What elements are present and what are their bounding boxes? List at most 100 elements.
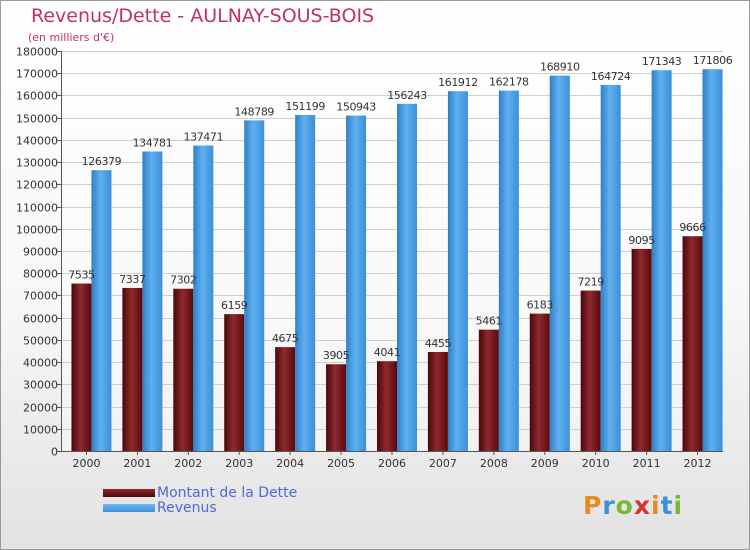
data-label-revenue: 161912 bbox=[438, 76, 478, 89]
y-tick-label: 160000 bbox=[16, 90, 58, 103]
bar-revenue bbox=[142, 151, 163, 451]
bar-revenue bbox=[193, 145, 214, 451]
x-tick-label: 2007 bbox=[429, 457, 457, 470]
y-tick-label: 170000 bbox=[16, 68, 58, 81]
data-label-revenue: 168910 bbox=[540, 61, 580, 74]
legend-label-revenue: Revenus bbox=[157, 500, 217, 516]
bar-debt bbox=[580, 290, 601, 451]
x-tick-label: 2002 bbox=[174, 457, 202, 470]
bar-revenue bbox=[397, 103, 417, 451]
y-tick-label: 130000 bbox=[16, 157, 58, 170]
data-label-debt: 5461 bbox=[476, 315, 502, 328]
y-tick-label: 140000 bbox=[16, 135, 58, 148]
x-tick-label: 2008 bbox=[480, 457, 508, 470]
y-tick-label: 50000 bbox=[23, 335, 58, 348]
bar-revenue bbox=[91, 170, 112, 451]
y-tick-label: 100000 bbox=[16, 224, 58, 237]
logo-letter: i bbox=[673, 491, 684, 520]
x-tick-label: 2011 bbox=[633, 457, 661, 470]
data-label-debt: 4675 bbox=[272, 332, 299, 345]
y-tick-label: 0 bbox=[51, 446, 58, 459]
x-tick-label: 2010 bbox=[582, 457, 610, 470]
data-label-debt: 3905 bbox=[323, 349, 350, 362]
x-tick-label: 2003 bbox=[225, 457, 253, 470]
y-tick-label: 40000 bbox=[23, 357, 58, 370]
bar-debt bbox=[478, 329, 499, 451]
data-label-debt: 9666 bbox=[679, 221, 706, 234]
x-tick-label: 2009 bbox=[531, 457, 559, 470]
data-label-debt: 4455 bbox=[425, 337, 452, 350]
bar-debt bbox=[529, 313, 550, 451]
bar-debt bbox=[326, 364, 347, 451]
data-label-debt: 7337 bbox=[119, 273, 146, 286]
bar-revenue bbox=[702, 69, 723, 451]
bar-debt bbox=[122, 287, 143, 451]
bar-debt bbox=[682, 236, 703, 451]
data-label-revenue: 150943 bbox=[336, 101, 376, 114]
chart-subtitle: (en milliers d'€) bbox=[28, 31, 115, 44]
data-label-revenue: 126379 bbox=[82, 155, 122, 168]
bar-revenue bbox=[244, 120, 265, 451]
bar-revenue bbox=[346, 115, 367, 452]
bar-debt bbox=[377, 361, 397, 451]
bar-debt bbox=[224, 314, 245, 451]
x-tick-label: 2001 bbox=[123, 457, 151, 470]
y-tick-label: 180000 bbox=[16, 46, 58, 59]
bar-debt bbox=[173, 288, 194, 451]
data-label-revenue: 137471 bbox=[184, 131, 224, 144]
logo-letter: r bbox=[602, 491, 616, 520]
y-tick-label: 60000 bbox=[23, 313, 58, 326]
bar-debt bbox=[71, 283, 92, 451]
chart-title: Revenus/Dette - AULNAY-SOUS-BOIS bbox=[31, 5, 375, 27]
proxiti-logo: Proxiti bbox=[583, 491, 683, 520]
data-label-revenue: 134781 bbox=[133, 136, 173, 149]
bar-debt bbox=[275, 347, 296, 451]
logo-letter: o bbox=[615, 491, 634, 520]
y-tick-label: 150000 bbox=[16, 113, 58, 126]
bar-debt bbox=[427, 352, 448, 451]
bar-revenue bbox=[600, 84, 621, 452]
data-label-revenue: 164724 bbox=[591, 70, 631, 83]
data-label-revenue: 162178 bbox=[489, 76, 529, 89]
data-label-debt: 6159 bbox=[221, 299, 248, 312]
y-tick-label: 90000 bbox=[23, 246, 58, 259]
legend-swatch-debt bbox=[103, 489, 155, 497]
x-tick-label: 2006 bbox=[378, 457, 406, 470]
y-tick-label: 70000 bbox=[23, 290, 58, 303]
data-label-revenue: 148789 bbox=[234, 105, 274, 118]
logo-letter: i bbox=[651, 491, 661, 520]
logo-letter: t bbox=[660, 491, 674, 520]
x-tick-label: 2012 bbox=[684, 457, 712, 470]
y-tick-label: 80000 bbox=[23, 268, 58, 281]
legend-swatch-revenue bbox=[103, 504, 155, 512]
y-tick-label: 30000 bbox=[23, 379, 58, 392]
data-label-revenue: 171806 bbox=[693, 54, 733, 67]
bar-revenue bbox=[295, 115, 316, 451]
x-tick-label: 2004 bbox=[276, 457, 304, 470]
data-label-debt: 7302 bbox=[170, 274, 196, 287]
x-tick-label: 2000 bbox=[72, 457, 100, 470]
axis-layer: 0 10000 20000 30000 40000 50000 60000 70000 8000… bbox=[16, 46, 723, 470]
y-tick-label: 120000 bbox=[16, 179, 58, 192]
data-label-revenue: 156243 bbox=[387, 89, 427, 102]
logo-letter: x bbox=[633, 491, 651, 520]
bar-revenue bbox=[549, 75, 570, 452]
y-tick-label: 20000 bbox=[23, 402, 58, 415]
x-tick-label: 2005 bbox=[327, 457, 355, 470]
label-layer: 7535 126379 7337 134781 7302 137471 6159 148789… bbox=[68, 54, 733, 362]
data-label-revenue: 151199 bbox=[285, 100, 325, 113]
data-label-debt: 9095 bbox=[628, 234, 655, 247]
data-label-revenue: 171343 bbox=[642, 55, 682, 68]
data-label-debt: 7219 bbox=[577, 276, 604, 289]
y-tick-label: 110000 bbox=[16, 202, 58, 215]
bar-revenue bbox=[651, 70, 672, 451]
data-label-debt: 6183 bbox=[527, 299, 554, 312]
bar-revenue bbox=[498, 90, 519, 452]
bar-revenue bbox=[447, 91, 468, 451]
legend-label-debt: Montant de la Dette bbox=[157, 485, 298, 501]
logo-letter: P bbox=[583, 491, 603, 520]
bar-layer bbox=[71, 69, 723, 452]
data-label-debt: 7535 bbox=[68, 269, 95, 282]
